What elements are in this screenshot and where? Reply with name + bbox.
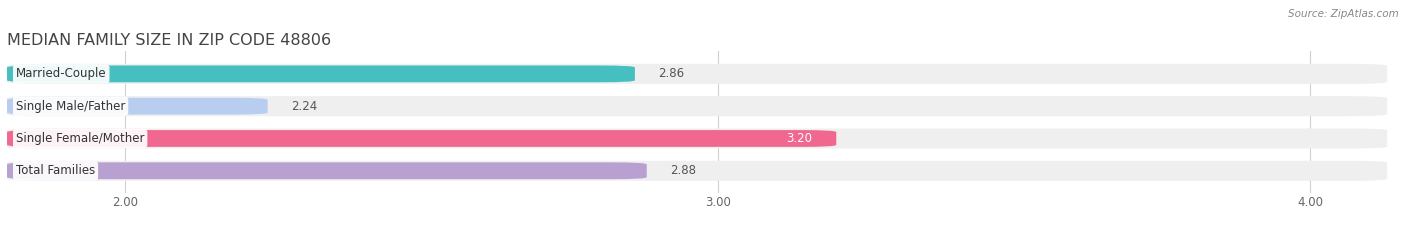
Text: Total Families: Total Families bbox=[15, 164, 96, 177]
FancyBboxPatch shape bbox=[7, 65, 636, 82]
Text: MEDIAN FAMILY SIZE IN ZIP CODE 48806: MEDIAN FAMILY SIZE IN ZIP CODE 48806 bbox=[7, 33, 332, 48]
Text: Single Male/Father: Single Male/Father bbox=[15, 100, 125, 113]
Text: Source: ZipAtlas.com: Source: ZipAtlas.com bbox=[1288, 9, 1399, 19]
Text: 3.20: 3.20 bbox=[786, 132, 813, 145]
Text: 2.86: 2.86 bbox=[658, 67, 685, 80]
FancyBboxPatch shape bbox=[7, 96, 1388, 116]
FancyBboxPatch shape bbox=[7, 161, 1388, 181]
FancyBboxPatch shape bbox=[7, 98, 267, 115]
FancyBboxPatch shape bbox=[7, 130, 837, 147]
Text: Single Female/Mother: Single Female/Mother bbox=[15, 132, 145, 145]
Text: 2.88: 2.88 bbox=[671, 164, 696, 177]
FancyBboxPatch shape bbox=[7, 64, 1388, 84]
Text: 2.24: 2.24 bbox=[291, 100, 318, 113]
Text: Married-Couple: Married-Couple bbox=[15, 67, 107, 80]
FancyBboxPatch shape bbox=[7, 162, 647, 179]
FancyBboxPatch shape bbox=[7, 128, 1388, 148]
